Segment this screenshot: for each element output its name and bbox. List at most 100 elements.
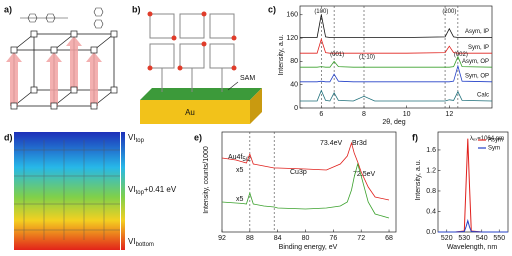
x-tick-label: 12: [445, 111, 453, 118]
x-tick-label: 84: [274, 235, 282, 242]
panel-label: b): [132, 4, 141, 14]
symbol: VI: [128, 185, 136, 194]
x-tick-label: 76: [329, 235, 337, 242]
colorbar-top: VItop: [128, 133, 145, 143]
y-axis-label: Intensity, a.u.: [415, 159, 422, 200]
series-line: [438, 138, 508, 233]
series-line: [300, 64, 493, 83]
molecule: [20, 7, 104, 29]
symbol: VI: [128, 133, 136, 142]
y-tick-label: 80: [290, 58, 298, 65]
series-line: [300, 89, 493, 102]
legend-label: Asym: [488, 138, 503, 144]
panel-f: f) Intensity, a.u. Wavelength, nm λex=10…: [412, 131, 509, 251]
y-tick-label: 1.2: [426, 167, 436, 174]
panel-b: b) SAM Au: [132, 4, 262, 124]
x-tick-label: 68: [385, 235, 393, 242]
subscript: ex: [473, 137, 477, 142]
au-label: Au: [185, 108, 195, 117]
peak-label: (001): [330, 52, 344, 58]
subscript: top: [136, 138, 145, 144]
x-tick-label: 88: [246, 235, 254, 242]
symbol: Au4f: [228, 154, 242, 161]
y-tick-label: 120: [286, 35, 298, 42]
series-label: Sym, IP: [468, 45, 489, 51]
series-label: Sym, OP: [465, 73, 489, 79]
text: =1064 nm: [477, 136, 504, 142]
x-tick-label: 72: [357, 235, 365, 242]
sam-label: SAM: [240, 75, 255, 82]
y-tick-label: 0.4: [426, 208, 436, 215]
y-tick-label: 40: [290, 82, 298, 89]
plot-frame: [221, 131, 397, 233]
text: +0.41 eV: [144, 185, 177, 194]
gold-side: [250, 88, 262, 124]
arrows: [6, 36, 102, 106]
annotation: Br3d: [352, 140, 367, 147]
series-line: [300, 37, 492, 54]
y-tick-label: 0: [294, 105, 298, 112]
linkers: [147, 11, 237, 71]
sam-layer: [140, 88, 262, 100]
annotation: x5: [236, 196, 244, 203]
x-tick-label: 520: [441, 235, 453, 242]
x-tick-label: 80: [302, 235, 310, 242]
colorbar-middle: VItop+0.41 eV: [128, 185, 177, 195]
legend-label: Sym: [488, 146, 500, 152]
plot-frame: [299, 5, 493, 109]
panel-label: f): [412, 132, 418, 142]
lattice: [13, 33, 115, 107]
y-tick-label: 160: [286, 12, 298, 19]
series-line: [300, 14, 492, 38]
nodes: [10, 30, 118, 110]
peak-label: (1-10): [359, 54, 375, 60]
y-tick-label: 0.8: [426, 188, 436, 195]
y-tick-label: 0.0: [426, 229, 436, 236]
series-line: [221, 141, 390, 201]
subscript: 5/2: [242, 157, 251, 163]
panel-d: d) VItop VItop+0.41 eV VIbottom: [4, 132, 177, 250]
x-tick-label: 10: [403, 111, 411, 118]
annotation: λex=1064 nm: [470, 136, 504, 142]
subscript: bottom: [136, 242, 154, 248]
peak-label: (002): [454, 52, 468, 58]
y-tick-label: 1.6: [426, 147, 436, 154]
peak-label: (100): [314, 9, 328, 15]
y-axis-label: Intensity, counts/1000: [203, 146, 210, 214]
panel-label: d): [4, 132, 13, 142]
x-tick-label: 550: [493, 235, 505, 242]
x-tick-label: 6: [319, 111, 323, 118]
series-line: [221, 162, 390, 219]
annotation: 72.5eV: [353, 171, 376, 178]
x-axis-label: Binding energy, eV: [279, 244, 338, 251]
gold-front: [140, 100, 250, 124]
potential-map: [14, 132, 120, 250]
series-label: Asym, OP: [462, 59, 489, 65]
symbol: λ: [470, 136, 473, 142]
color-bar: [121, 132, 125, 250]
x-axis-label: 2θ, deg: [382, 119, 405, 126]
panel-a: a): [4, 4, 118, 110]
subscript: top: [136, 190, 145, 196]
framework: [149, 13, 235, 92]
series-line: [300, 55, 493, 68]
colorbar-bottom: VIbottom: [128, 237, 154, 247]
annotation: 73.4eV: [320, 140, 343, 147]
annotation: Au4f5/2: [228, 154, 251, 163]
x-tick-label: 8: [362, 111, 366, 118]
pointer: [227, 81, 239, 91]
panel-label: c): [268, 4, 276, 14]
annotation: Cu3p: [290, 169, 307, 176]
annotation: x5: [236, 167, 244, 174]
panel-label: e): [194, 132, 202, 142]
series-line: [438, 218, 508, 233]
panel-label: a): [4, 4, 12, 14]
series-label: Asym, IP: [465, 29, 489, 35]
x-axis-label: Wavelength, nm: [447, 244, 497, 251]
panel-c: c) Intensity, a.u. 2θ, deg 6 8 10 120408012…: [268, 4, 493, 126]
x-tick-label: 92: [218, 235, 226, 242]
peak-label: (200): [442, 9, 456, 15]
y-axis-label: Intensity, a.u.: [278, 34, 285, 75]
molecular-overlay: [14, 140, 120, 240]
